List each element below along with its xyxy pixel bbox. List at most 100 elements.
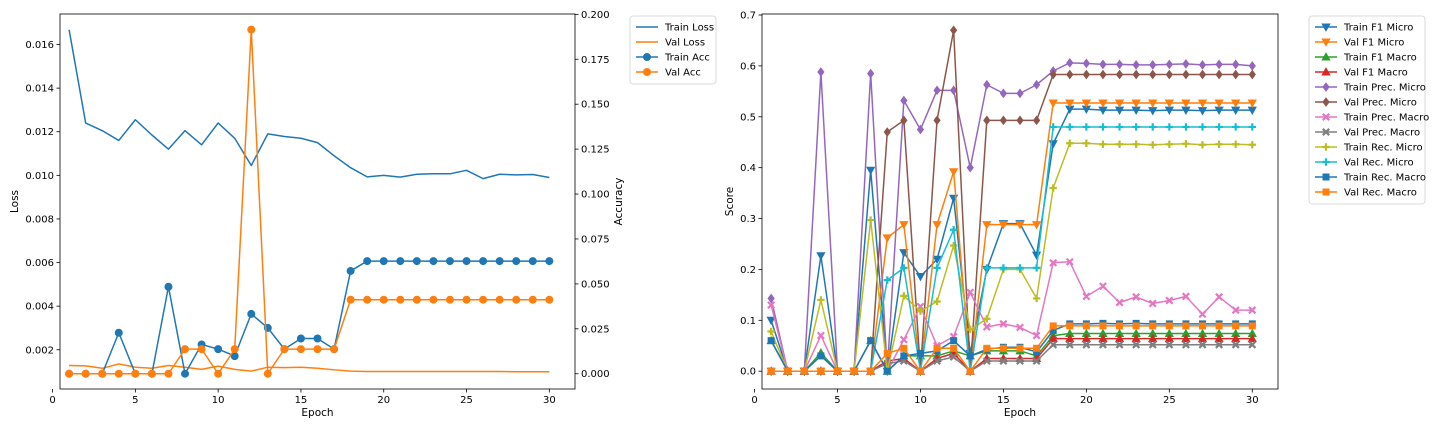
x-tick-label: 25 (460, 395, 473, 406)
data-point (1032, 79, 1041, 90)
legend-entry-val-rec-micro: Val Rec. Micro (1315, 158, 1414, 169)
legend-marker (1322, 188, 1330, 196)
data-point (528, 295, 537, 304)
data-point (998, 221, 1009, 230)
data-point (528, 257, 537, 266)
legend-marker (1322, 143, 1330, 151)
data-point (1066, 123, 1074, 131)
legend-marker (643, 68, 651, 76)
data-point (1148, 299, 1157, 308)
data-point (1049, 123, 1057, 131)
series-line-train-acc (69, 260, 550, 375)
data-point (950, 337, 958, 345)
data-point (545, 257, 554, 266)
data-point (1049, 69, 1057, 80)
data-point (1231, 340, 1240, 349)
data-point (1164, 333, 1174, 343)
data-point (1215, 140, 1223, 148)
data-point (1032, 294, 1041, 303)
data-point (114, 369, 123, 378)
data-point (899, 221, 909, 230)
data-point (1049, 340, 1058, 349)
data-point (932, 221, 942, 230)
series-line-val-prec-micro (771, 29, 1253, 372)
data-point (1198, 340, 1207, 349)
legend-label: Train Acc (664, 53, 710, 64)
data-point (1164, 99, 1174, 108)
series-line-val-rec-micro (771, 126, 1253, 372)
data-point (850, 367, 858, 375)
data-point (214, 345, 223, 354)
data-point (932, 255, 942, 265)
legend-marker (1322, 97, 1330, 107)
data-point (1215, 322, 1223, 330)
legend-entry-train-f1-macro: Train F1 Macro (1315, 52, 1417, 64)
data-point (966, 352, 974, 360)
data-point (1082, 322, 1090, 330)
data-point (866, 216, 875, 224)
data-point (263, 369, 272, 378)
series-val-rec-micro (767, 123, 1256, 375)
data-point (800, 367, 808, 375)
legend-marker (1321, 23, 1331, 32)
data-point (1049, 258, 1058, 267)
data-point (999, 344, 1007, 352)
data-point (1065, 99, 1075, 108)
series-line-val-loss (69, 363, 550, 373)
data-point (379, 295, 388, 304)
data-point (1082, 58, 1090, 69)
data-point (114, 328, 123, 337)
data-point (379, 257, 388, 266)
data-point (1082, 139, 1091, 147)
data-point (1015, 221, 1025, 230)
data-point (767, 293, 775, 304)
loss-accuracy-chart: 0 5 10 15 20 25 30 0.002 0.004 0.006 0.008 0.010 0.0… (9, 10, 717, 419)
data-point (1248, 322, 1256, 330)
data-point (1016, 344, 1024, 352)
data-point (766, 316, 776, 326)
data-point (900, 344, 908, 352)
data-point (1098, 340, 1107, 349)
data-point (933, 357, 942, 365)
plot-frame (59, 13, 576, 390)
x-axis-label: Epoch (1004, 407, 1036, 419)
data-point (346, 266, 355, 275)
data-point (214, 369, 223, 378)
data-point (1016, 88, 1024, 99)
data-point (462, 257, 471, 266)
y-tick-label: 0.3 (740, 214, 756, 225)
data-point (1181, 340, 1190, 349)
y-tick-label: 0.004 (25, 302, 54, 313)
y-tick-label: 0.002 (25, 345, 54, 356)
data-point (1099, 123, 1107, 131)
data-point (767, 301, 776, 310)
data-point (933, 115, 941, 126)
series-line-train-rec-micro (770, 142, 1253, 372)
legend-label: Train Prec. Micro (1343, 83, 1426, 94)
data-point (1066, 69, 1074, 80)
data-point (1066, 322, 1074, 330)
data-point (1132, 123, 1140, 131)
y2-tick-label: 0.150 (581, 100, 610, 111)
data-point (933, 264, 941, 272)
data-point (899, 249, 909, 258)
data-point (462, 295, 471, 304)
data-point (916, 349, 924, 357)
x-tick-label: 5 (132, 395, 138, 406)
series-line-val-acc (69, 28, 550, 375)
data-point (164, 282, 173, 291)
data-point (1082, 69, 1090, 80)
x-tick-label: 0 (49, 395, 55, 406)
data-point (1214, 99, 1224, 108)
data-point (883, 349, 891, 357)
data-point (1032, 357, 1041, 365)
legend-marker (1322, 158, 1330, 166)
data-point (999, 319, 1008, 328)
legend-entry-train-prec-micro: Train Prec. Micro (1315, 82, 1426, 94)
data-point (1132, 322, 1140, 330)
y2-tick-label: 0.125 (581, 145, 610, 156)
data-point (1048, 333, 1058, 343)
data-point (65, 369, 74, 378)
data-point (1248, 306, 1257, 315)
data-point (1149, 60, 1157, 70)
